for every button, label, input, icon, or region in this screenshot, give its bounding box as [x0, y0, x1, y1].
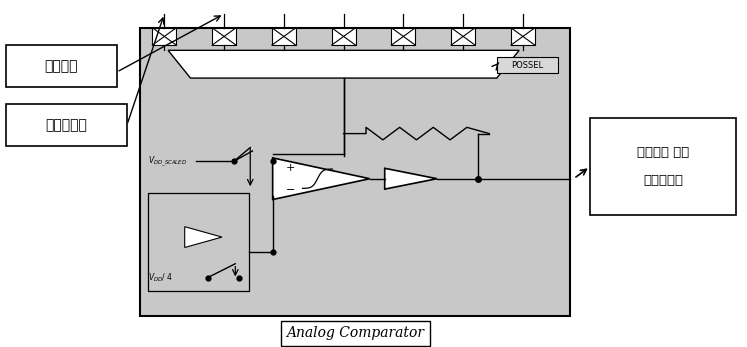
Bar [590, 118, 736, 215]
Bar [6, 45, 117, 87]
Text: −: − [286, 185, 296, 195]
Bar [332, 28, 356, 45]
Bar [511, 28, 535, 45]
Text: 주파수발진: 주파수발진 [643, 174, 683, 187]
Polygon shape [185, 227, 222, 247]
Text: POSSEL: POSSEL [511, 61, 544, 69]
Bar [6, 104, 127, 146]
Bar [272, 28, 296, 45]
Bar [497, 57, 558, 73]
Text: Analog Comparator: Analog Comparator [286, 326, 424, 340]
Polygon shape [168, 50, 519, 78]
Bar [212, 28, 236, 45]
Polygon shape [273, 158, 370, 200]
Text: +: + [286, 163, 296, 172]
Bar [451, 28, 475, 45]
Bar [148, 193, 249, 291]
Text: $V_{DD\_SCALED}$: $V_{DD\_SCALED}$ [148, 154, 187, 169]
Polygon shape [385, 168, 437, 189]
Bar [391, 28, 415, 45]
Text: $V_{DD}$/ 4: $V_{DD}$/ 4 [148, 271, 173, 284]
Text: 습도센서: 습도센서 [45, 59, 78, 73]
Bar [140, 28, 570, 316]
Text: 습도값에 따른: 습도값에 따른 [637, 146, 689, 159]
Text: 기준콘덴서: 기준콘덴서 [46, 118, 87, 132]
Bar [152, 28, 176, 45]
